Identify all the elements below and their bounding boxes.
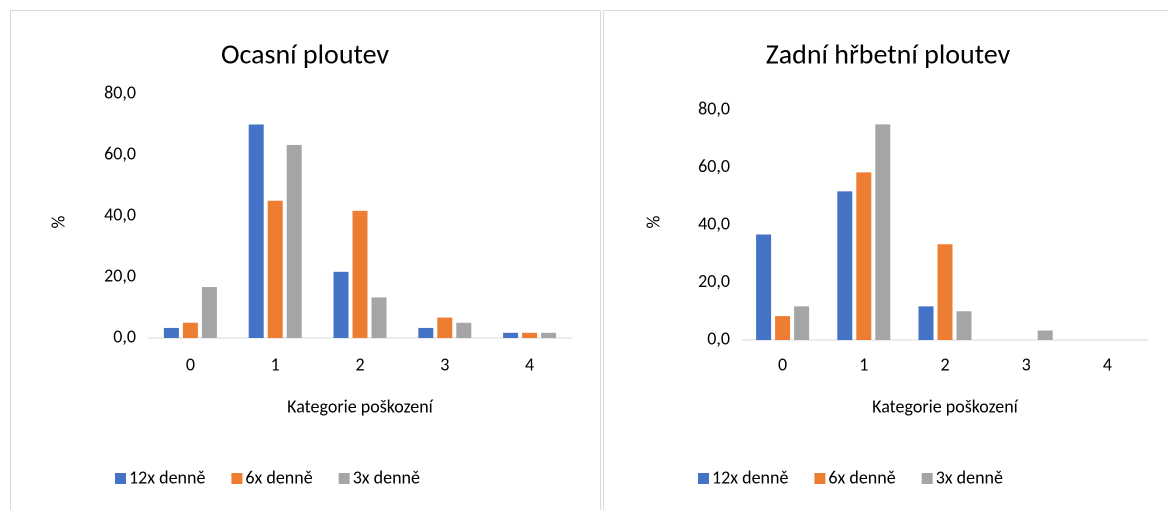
bar bbox=[437, 318, 452, 338]
bar bbox=[334, 272, 349, 338]
bar bbox=[183, 323, 198, 338]
legend-label: 3x denně bbox=[936, 466, 1003, 488]
chart-title: Ocasní ploutev bbox=[221, 37, 389, 72]
bar bbox=[456, 323, 471, 338]
y-tick-label: 0,0 bbox=[707, 327, 730, 349]
bar bbox=[775, 316, 790, 340]
legend-label: 6x denně bbox=[245, 466, 312, 488]
bar bbox=[372, 297, 387, 338]
bar bbox=[522, 333, 537, 338]
legend-label: 3x denně bbox=[353, 466, 420, 488]
x-axis-label: Kategorie poškození bbox=[287, 395, 434, 417]
x-tick-label: 0 bbox=[186, 353, 195, 375]
legend-label: 6x denně bbox=[828, 466, 895, 488]
y-tick-label: 80,0 bbox=[698, 97, 730, 119]
y-tick-label: 80,0 bbox=[104, 81, 136, 103]
y-axis-label: % bbox=[47, 215, 69, 228]
legend-label: 12x denně bbox=[712, 466, 788, 488]
x-tick-label: 3 bbox=[440, 353, 449, 375]
bar bbox=[541, 333, 556, 338]
bar bbox=[837, 191, 852, 340]
bar bbox=[756, 234, 771, 340]
bar bbox=[202, 287, 217, 338]
bar bbox=[875, 124, 890, 340]
y-tick-label: 40,0 bbox=[104, 203, 136, 225]
bar bbox=[268, 201, 283, 338]
legend-swatch bbox=[231, 473, 242, 484]
legend-swatch bbox=[814, 473, 825, 484]
legend-swatch bbox=[698, 473, 709, 484]
bar bbox=[503, 333, 518, 338]
chart-frame bbox=[11, 11, 601, 511]
bar bbox=[938, 244, 953, 340]
x-tick-label: 4 bbox=[525, 353, 534, 375]
bar bbox=[856, 172, 871, 340]
bar bbox=[919, 306, 934, 340]
bar bbox=[164, 328, 179, 338]
bar bbox=[287, 145, 302, 338]
x-tick-label: 4 bbox=[1103, 353, 1112, 375]
bar bbox=[1038, 331, 1053, 340]
x-tick-label: 0 bbox=[778, 353, 787, 375]
bar bbox=[794, 306, 809, 340]
bar bbox=[418, 328, 433, 338]
y-tick-label: 20,0 bbox=[698, 270, 730, 292]
y-tick-label: 40,0 bbox=[698, 212, 730, 234]
y-tick-label: 60,0 bbox=[698, 155, 730, 177]
bar bbox=[353, 211, 368, 338]
x-tick-label: 2 bbox=[940, 353, 949, 375]
legend-swatch bbox=[115, 473, 126, 484]
x-tick-label: 1 bbox=[271, 353, 280, 375]
y-tick-label: 60,0 bbox=[104, 142, 136, 164]
y-axis-label: % bbox=[642, 215, 664, 228]
legend-swatch bbox=[339, 473, 350, 484]
bar bbox=[957, 311, 972, 340]
legend-label: 12x denně bbox=[129, 466, 205, 488]
legend-swatch bbox=[922, 473, 933, 484]
bar bbox=[249, 125, 264, 339]
x-axis-label: Kategorie poškození bbox=[872, 395, 1019, 417]
y-tick-label: 20,0 bbox=[104, 264, 136, 286]
x-tick-label: 1 bbox=[859, 353, 868, 375]
x-tick-label: 2 bbox=[355, 353, 364, 375]
x-tick-label: 3 bbox=[1022, 353, 1031, 375]
y-tick-label: 0,0 bbox=[113, 325, 136, 347]
chart-title: Zadní hřbetní ploutev bbox=[766, 37, 1011, 72]
